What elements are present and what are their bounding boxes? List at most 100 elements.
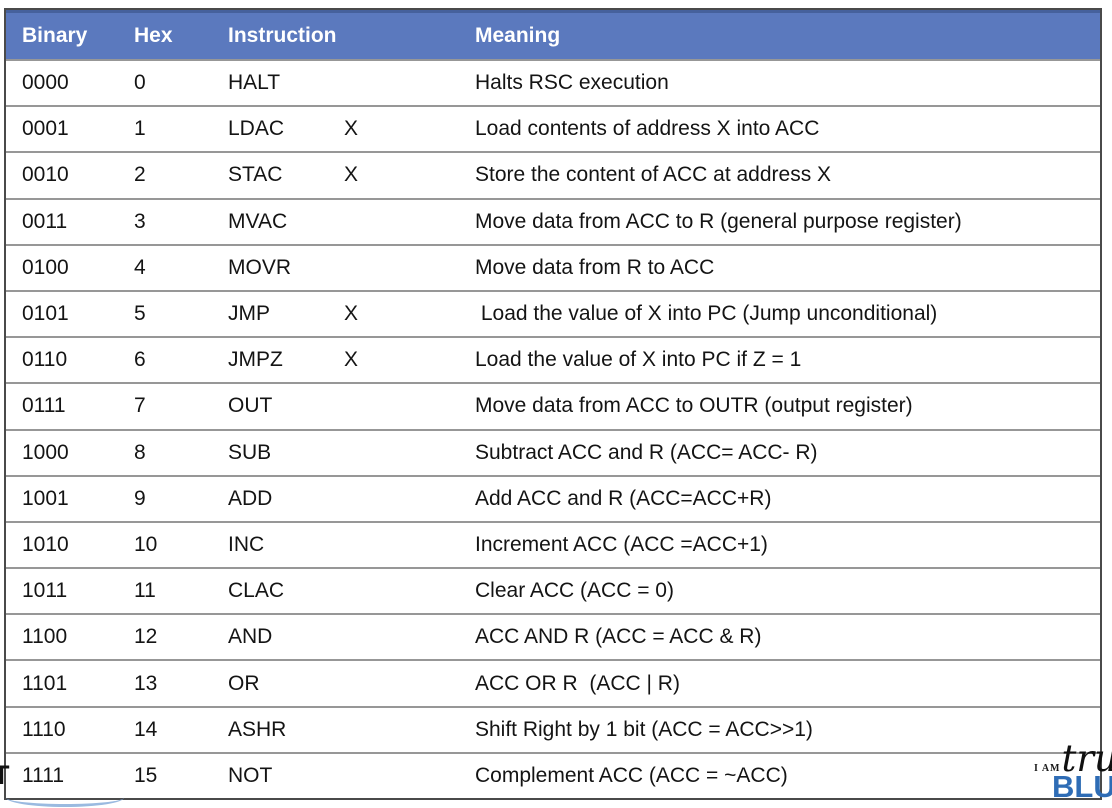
table-row: 0001 1 LDAC X Load contents of address X… bbox=[6, 105, 1100, 152]
instruction-cell: JMP X bbox=[228, 302, 471, 326]
binary-code-cell: 1110 bbox=[22, 717, 66, 741]
table-row: 0010 2 STAC X Store the content of ACC a… bbox=[6, 151, 1100, 198]
instruction-cell: CLAC bbox=[228, 579, 471, 603]
meaning-cell: Increment ACC (ACC =ACC+1) bbox=[475, 532, 768, 556]
column-header-binary: Binary bbox=[22, 24, 88, 47]
logo-iam-text: I AM bbox=[1034, 763, 1061, 774]
instruction-cell: AND bbox=[228, 625, 471, 649]
meaning-cell: ACC AND R (ACC = ACC & R) bbox=[475, 625, 762, 649]
instruction-mnemonic: SUB bbox=[228, 440, 272, 464]
instruction-set-table: Binary Hex Instruction Meaning 0000 0 HA… bbox=[4, 8, 1102, 800]
binary-code-cell: 0101 bbox=[22, 302, 69, 326]
meaning-cell: Complement ACC (ACC = ~ACC) bbox=[475, 763, 788, 787]
hex-code-cell: 4 bbox=[134, 255, 146, 279]
instruction-cell: HALT bbox=[228, 71, 471, 95]
instruction-operand: X bbox=[344, 117, 359, 141]
instruction-cell: JMPZ X bbox=[228, 348, 471, 372]
binary-code-cell: 1101 bbox=[22, 671, 68, 695]
table-row: 1110 14 ASHR Shift Right by 1 bit (ACC =… bbox=[6, 705, 1100, 752]
instruction-mnemonic: JMPZ bbox=[228, 348, 283, 372]
instruction-mnemonic: MOVR bbox=[228, 255, 291, 279]
table-row: 1001 9 ADD Add ACC and R (ACC=ACC+R) bbox=[6, 474, 1100, 521]
binary-code-cell: 1100 bbox=[22, 625, 68, 649]
instruction-mnemonic: LDAC bbox=[228, 117, 285, 141]
instruction-mnemonic: MVAC bbox=[228, 209, 288, 233]
instruction-cell: LDAC X bbox=[228, 117, 471, 141]
meaning-cell: Load the value of X into PC if Z = 1 bbox=[475, 348, 802, 372]
instruction-mnemonic: STAC bbox=[228, 163, 283, 187]
hex-code-cell: 8 bbox=[134, 440, 146, 464]
hex-code-cell: 3 bbox=[134, 209, 146, 233]
hex-code-cell: 15 bbox=[134, 763, 158, 787]
hex-code-cell: 10 bbox=[134, 532, 158, 556]
logo-blue-text: BLUE bbox=[1052, 769, 1112, 804]
instruction-cell: STAC X bbox=[228, 163, 471, 187]
instruction-cell: MVAC bbox=[228, 210, 471, 234]
meaning-cell: Clear ACC (ACC = 0) bbox=[475, 579, 674, 603]
hex-code-cell: 0 bbox=[134, 71, 146, 95]
instruction-cell: ASHR bbox=[228, 718, 471, 742]
instruction-mnemonic: OUT bbox=[228, 394, 273, 418]
instruction-operand: X bbox=[344, 348, 359, 372]
instruction-mnemonic: INC bbox=[228, 532, 265, 556]
table-row: 0000 0 HALT Halts RSC execution bbox=[6, 59, 1100, 106]
instruction-cell: OUT bbox=[228, 394, 471, 418]
binary-code-cell: 0011 bbox=[22, 209, 68, 233]
table-header-row: Binary Hex Instruction Meaning bbox=[6, 10, 1100, 59]
binary-code-cell: 0000 bbox=[22, 71, 69, 95]
table-row: 0011 3 MVAC Move data from ACC to R (gen… bbox=[6, 197, 1100, 244]
meaning-cell: Subtract ACC and R (ACC= ACC- R) bbox=[475, 440, 818, 464]
instruction-mnemonic: OR bbox=[228, 671, 260, 695]
binary-code-cell: 0001 bbox=[22, 117, 69, 141]
hex-code-cell: 14 bbox=[134, 717, 158, 741]
logo-true-text: true bbox=[1061, 737, 1112, 780]
table-row: 1000 8 SUB Subtract ACC and R (ACC= ACC-… bbox=[6, 428, 1100, 475]
instruction-mnemonic: CLAC bbox=[228, 579, 285, 603]
meaning-cell: Shift Right by 1 bit (ACC = ACC>>1) bbox=[475, 717, 813, 741]
instruction-mnemonic: NOT bbox=[228, 763, 273, 787]
hex-code-cell: 6 bbox=[134, 348, 146, 372]
instruction-cell: ADD bbox=[228, 487, 471, 511]
true-blue-logo-top: I AMtrue bbox=[1034, 740, 1112, 777]
hex-code-cell: 7 bbox=[134, 394, 146, 418]
instruction-mnemonic: HALT bbox=[228, 71, 281, 95]
binary-code-cell: 0110 bbox=[22, 348, 68, 372]
hex-code-cell: 11 bbox=[134, 579, 156, 603]
binary-code-cell: 1011 bbox=[22, 579, 68, 603]
instruction-operand: X bbox=[344, 163, 359, 187]
table-row: 1011 11 CLAC Clear ACC (ACC = 0) bbox=[6, 567, 1100, 614]
true-blue-logo: I AMtrue BLUE bbox=[1034, 740, 1112, 808]
hex-code-cell: 13 bbox=[134, 671, 158, 695]
hex-code-cell: 12 bbox=[134, 625, 158, 649]
meaning-cell: Move data from ACC to R (general purpose… bbox=[475, 209, 962, 233]
binary-code-cell: 0111 bbox=[22, 394, 66, 418]
meaning-cell: Store the content of ACC at address X bbox=[475, 163, 832, 187]
instruction-cell: OR bbox=[228, 672, 471, 696]
meaning-cell: Move data from ACC to OUTR (output regis… bbox=[475, 394, 913, 418]
instruction-mnemonic: ADD bbox=[228, 486, 273, 510]
meaning-cell: Add ACC and R (ACC=ACC+R) bbox=[475, 486, 772, 510]
table-row: 1010 10 INC Increment ACC (ACC =ACC+1) bbox=[6, 520, 1100, 568]
table-row: 0100 4 MOVR Move data from R to ACC bbox=[6, 243, 1100, 290]
instruction-mnemonic: ASHR bbox=[228, 717, 287, 741]
meaning-cell: Move data from R to ACC bbox=[475, 255, 715, 279]
hex-code-cell: 5 bbox=[134, 302, 146, 326]
blue-swoosh-decoration bbox=[6, 788, 124, 807]
clipped-text-fragment: T bbox=[0, 760, 10, 790]
hex-code-cell: 9 bbox=[134, 486, 146, 510]
instruction-operand: X bbox=[344, 302, 359, 326]
binary-code-cell: 1000 bbox=[22, 440, 69, 464]
table-row: 0110 6 JMPZ X Load the value of X into P… bbox=[6, 336, 1100, 383]
column-header-meaning: Meaning bbox=[475, 24, 561, 47]
hex-code-cell: 2 bbox=[134, 163, 146, 187]
meaning-cell: Halts RSC execution bbox=[475, 71, 669, 95]
instruction-mnemonic: AND bbox=[228, 625, 273, 649]
table-row: 1101 13 OR ACC OR R (ACC | R) bbox=[6, 659, 1100, 706]
table-row: 0101 5 JMP X Load the value of X into PC… bbox=[6, 289, 1100, 337]
column-header-instruction: Instruction bbox=[228, 24, 337, 47]
instruction-mnemonic: JMP bbox=[228, 302, 270, 326]
meaning-cell: Load the value of X into PC (Jump uncond… bbox=[475, 302, 938, 326]
table-row: 1100 12 AND ACC AND R (ACC = ACC & R) bbox=[6, 613, 1100, 660]
binary-code-cell: 1111 bbox=[22, 763, 65, 787]
